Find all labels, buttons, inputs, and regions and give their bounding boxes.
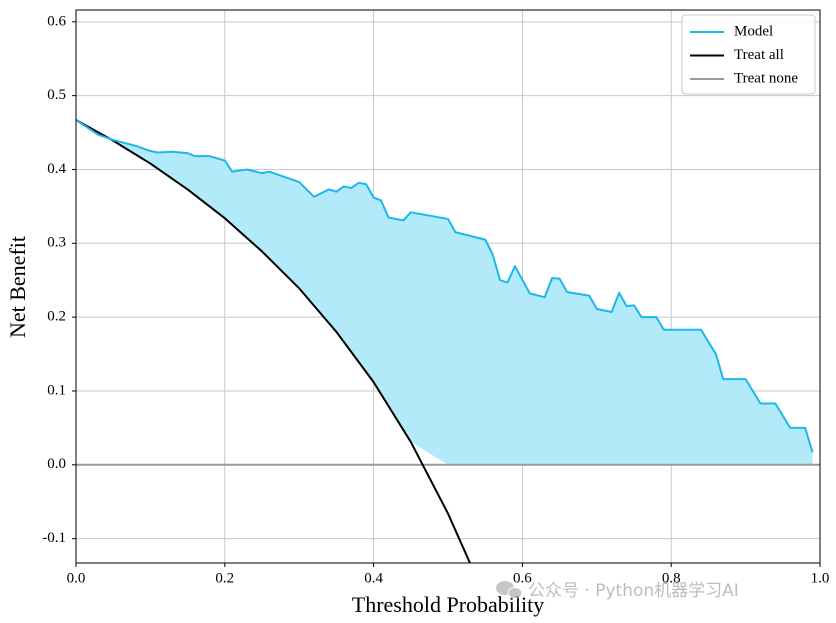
y-tick-label: 0.2 — [47, 309, 66, 325]
y-tick-label: 0.4 — [47, 161, 66, 177]
x-tick-label: 0.6 — [513, 570, 532, 586]
y-tick-label: 0.5 — [47, 87, 66, 103]
watermark-text: 公众号 · Python机器学习AI — [528, 581, 739, 601]
x-tick-label: 0.4 — [364, 570, 383, 586]
x-tick-label: 0.0 — [67, 570, 86, 586]
plot-area — [76, 119, 820, 563]
plot-frame — [75, 9, 821, 564]
benefit-area — [76, 120, 813, 465]
y-tick-label: 0.1 — [47, 382, 66, 398]
x-tick-label: 1.0 — [811, 570, 830, 586]
watermark-icon — [507, 587, 523, 599]
legend-label: Model — [734, 23, 773, 39]
legend-label: Treat none — [734, 70, 798, 86]
legend-box — [681, 14, 816, 95]
watermark: 公众号 · Python机器学习AI — [496, 581, 739, 601]
legend-label: Treat all — [734, 47, 784, 63]
x-tick-label: 0.8 — [662, 570, 681, 586]
series-line — [76, 119, 814, 453]
ticks: 0.0 0.2 0.4 0.6 0.8 1.0 -0.1 0.0 0.1 0.2 0.3 0.4 0.5… — [42, 13, 829, 586]
y-tick-label: 0.3 — [47, 235, 66, 251]
y-tick-label: -0.1 — [42, 530, 66, 546]
y-tick-label: 0.0 — [47, 456, 66, 472]
series-line — [76, 119, 472, 563]
y-tick-label: 0.6 — [47, 13, 66, 29]
y-axis-label: Net Benefit — [5, 236, 30, 338]
x-tick-label: 0.2 — [215, 570, 234, 586]
legend: Model Treat all Treat none — [681, 14, 816, 95]
